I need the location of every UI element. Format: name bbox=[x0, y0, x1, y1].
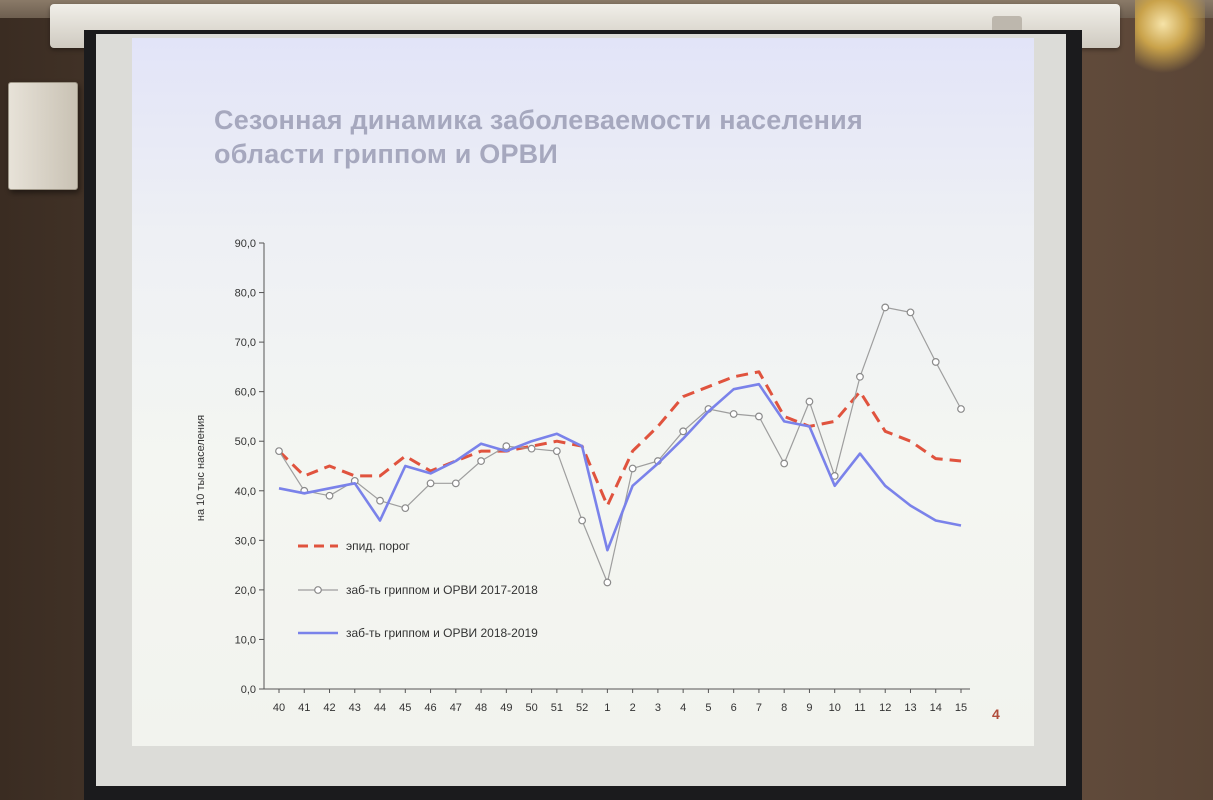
series-2-point bbox=[527, 444, 536, 453]
y-tick-label: 20,0 bbox=[235, 585, 256, 597]
series-2-point bbox=[805, 397, 814, 406]
x-tick-label: 48 bbox=[475, 702, 487, 714]
y-tick-label: 50,0 bbox=[235, 436, 256, 448]
x-tick-label: 9 bbox=[806, 702, 812, 714]
x-tick-label: 10 bbox=[829, 702, 841, 714]
series-line-1 bbox=[277, 370, 962, 508]
wall-speaker bbox=[8, 82, 78, 190]
slide-title-line-1: Сезонная динамика заболеваемости населен… bbox=[214, 105, 863, 135]
slide-page-number: 4 bbox=[992, 706, 1000, 722]
chart-axes bbox=[263, 243, 970, 690]
series-2-point bbox=[502, 442, 511, 451]
y-axis-label: на 10 тыс населения bbox=[195, 415, 207, 521]
x-tick-label: 6 bbox=[731, 702, 737, 714]
series-2-point bbox=[401, 504, 410, 513]
series-line-2 bbox=[278, 306, 962, 584]
legend-swatch-marker bbox=[314, 586, 322, 594]
series-2-point bbox=[729, 410, 738, 418]
series-line-3 bbox=[278, 382, 962, 552]
series-2-point bbox=[931, 358, 940, 366]
y-tick-label: 80,0 bbox=[235, 288, 256, 300]
series-2-point bbox=[426, 479, 435, 488]
series-2-point bbox=[451, 479, 460, 488]
x-tick-label: 44 bbox=[374, 702, 386, 714]
y-tick-label: 70,0 bbox=[235, 337, 256, 349]
series-2-point bbox=[603, 578, 612, 587]
y-tick-label: 10,0 bbox=[235, 634, 256, 646]
x-tick-label: 1 bbox=[604, 702, 610, 714]
y-axis-ticks: 0,0 10,0 20,0 30,0 40,0 50,0 60,0 70,0 80,0 90,0 bbox=[235, 238, 264, 696]
y-tick-label: 30,0 bbox=[235, 535, 256, 547]
x-tick-label: 41 bbox=[298, 702, 310, 714]
series-2-point bbox=[679, 427, 688, 436]
x-tick-label: 15 bbox=[955, 702, 967, 714]
ceiling-lamp bbox=[1135, 0, 1205, 80]
presentation-slide bbox=[132, 38, 1034, 746]
series-2-point bbox=[957, 405, 965, 413]
legend-label-1: эпид. порог bbox=[346, 539, 411, 553]
series-2-point bbox=[856, 372, 864, 381]
x-tick-label: 46 bbox=[424, 702, 436, 714]
legend-label-2: заб-ть гриппом и ОРВИ 2017-2018 bbox=[346, 583, 538, 597]
series-2-point bbox=[477, 457, 485, 465]
series-2-point bbox=[780, 459, 789, 468]
slide-title: Сезонная динамика заболеваемости населен… bbox=[214, 103, 974, 171]
x-tick-label: 4 bbox=[680, 702, 686, 714]
series-2-point bbox=[578, 516, 587, 525]
series-2-point bbox=[325, 491, 334, 500]
x-tick-label: 13 bbox=[904, 702, 916, 714]
y-tick-label: 60,0 bbox=[235, 387, 256, 399]
x-tick-label: 50 bbox=[525, 702, 537, 714]
x-tick-label: 52 bbox=[576, 702, 588, 714]
series-2-point bbox=[552, 447, 561, 456]
x-tick-label: 51 bbox=[551, 702, 563, 714]
x-tick-label: 2 bbox=[630, 702, 636, 714]
chart-series bbox=[275, 303, 965, 587]
x-axis-ticks: 40 41 42 43 44 45 46 47 48 49 50 51 52 1 2 3 4 5 6 7 8 9 10 11 1… bbox=[273, 689, 967, 714]
y-tick-label: 0,0 bbox=[241, 684, 256, 696]
series-2-point bbox=[881, 303, 890, 312]
x-tick-label: 12 bbox=[879, 702, 891, 714]
x-tick-label: 45 bbox=[399, 702, 411, 714]
x-tick-label: 40 bbox=[273, 702, 285, 714]
x-tick-label: 49 bbox=[500, 702, 512, 714]
x-tick-label: 42 bbox=[323, 702, 335, 714]
x-tick-label: 14 bbox=[930, 702, 942, 714]
series-2-point bbox=[906, 308, 915, 317]
legend-label-3: заб-ть гриппом и ОРВИ 2018-2019 bbox=[346, 626, 538, 640]
series-2-point bbox=[275, 447, 283, 456]
x-tick-label: 3 bbox=[655, 702, 661, 714]
chart-legend: эпид. порог заб-ть гриппом и ОРВИ 2017-20… bbox=[298, 539, 538, 640]
series-2-point bbox=[628, 464, 637, 473]
x-tick-label: 5 bbox=[705, 702, 711, 714]
slide-title-line-2: области гриппом и ОРВИ bbox=[214, 139, 558, 169]
series-2-point bbox=[755, 412, 763, 421]
y-tick-label: 90,0 bbox=[235, 238, 256, 250]
x-tick-label: 7 bbox=[756, 702, 762, 714]
x-tick-label: 43 bbox=[349, 702, 361, 714]
x-tick-label: 11 bbox=[854, 702, 865, 714]
y-tick-label: 40,0 bbox=[235, 486, 256, 498]
x-tick-label: 8 bbox=[781, 702, 787, 714]
x-tick-label: 47 bbox=[450, 702, 462, 714]
series-2-point bbox=[376, 496, 384, 505]
